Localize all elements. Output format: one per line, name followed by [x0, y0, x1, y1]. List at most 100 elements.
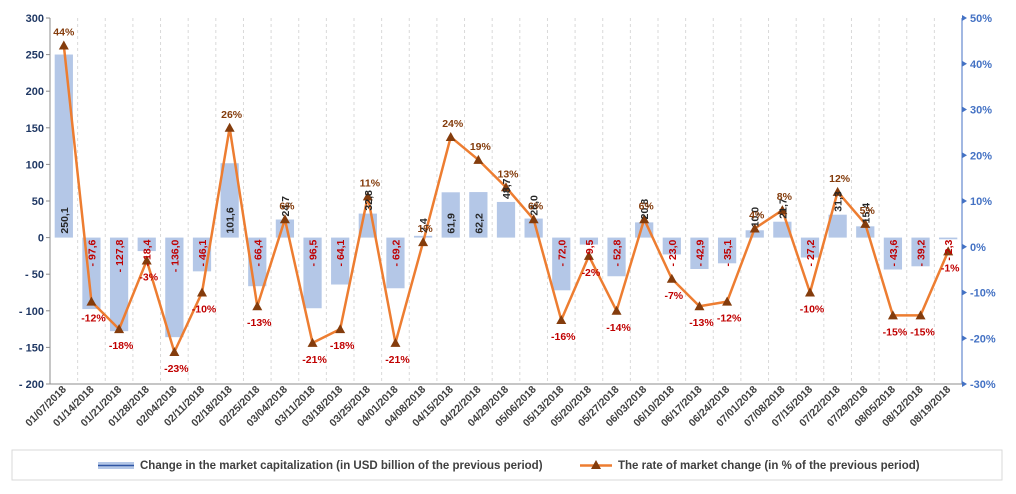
bar-value-label: 24,7: [280, 196, 292, 217]
legend-swatch-marker: [591, 460, 601, 469]
pct-value-label: -23%: [164, 363, 189, 375]
bar-value-label: 26,0: [529, 195, 541, 216]
y-right-tick-label: 50%: [970, 13, 992, 25]
bar-value-label: - 136,0: [169, 239, 181, 272]
line-marker: [418, 237, 429, 247]
y-right-tick-label: 20%: [970, 150, 992, 162]
y-left-tick-label: - 150: [19, 342, 44, 354]
bar-value-label: 101,6: [225, 207, 237, 233]
line-marker: [639, 214, 650, 224]
line-marker: [832, 186, 843, 196]
pct-value-label: 6%: [279, 200, 295, 212]
pct-value-label: -3%: [139, 271, 158, 283]
bar-value-label: - 72,0: [556, 239, 568, 266]
line-marker: [362, 191, 373, 201]
bar-value-label: - 66,4: [252, 239, 264, 266]
line-marker: [583, 250, 594, 260]
bar: [856, 226, 875, 238]
bar-value-label: - 127,8: [114, 239, 126, 272]
bar-value-label: 62,2: [473, 213, 485, 234]
line-marker: [887, 310, 898, 320]
pct-value-label: 26%: [221, 109, 243, 121]
pct-value-label: -13%: [689, 317, 714, 329]
bar: [220, 163, 239, 238]
bar: [331, 237, 350, 285]
y-right-tick-mark: [962, 106, 967, 113]
pct-value-label: 5%: [860, 205, 876, 217]
bar: [109, 237, 129, 332]
bar-value-label: - 46,1: [197, 239, 209, 266]
bar: [800, 237, 820, 258]
pct-value-label: -21%: [302, 354, 327, 366]
y-left-tick-label: 200: [26, 86, 44, 98]
bar-value-label: 48,7: [501, 178, 513, 199]
legend-label-bars: Change in the market capitalization (in …: [140, 460, 543, 472]
line-marker: [58, 40, 69, 50]
y-right-tick-mark: [962, 335, 967, 342]
bar: [745, 230, 764, 238]
y-right-tick-label: 10%: [970, 196, 992, 208]
legend-label-line: The rate of market change (in % of the p…: [618, 460, 920, 472]
line-marker: [141, 255, 152, 265]
line-marker: [279, 214, 290, 224]
bar: [883, 237, 903, 270]
bar-value-label: 31,3: [833, 191, 845, 212]
line-marker: [805, 287, 815, 297]
line-marker: [915, 310, 926, 320]
y-right-tick-mark: [962, 243, 967, 250]
bar-value-label: - 69,2: [390, 239, 402, 266]
y-left-tick-label: 100: [26, 159, 44, 171]
line-marker: [307, 337, 318, 347]
line-marker: [335, 324, 346, 334]
bar: [54, 54, 73, 238]
bar-value-label: - 64,1: [335, 239, 347, 266]
pct-value-label: 19%: [470, 141, 492, 153]
y-left-tick-label: 300: [26, 13, 44, 25]
line-series-group: [58, 40, 954, 356]
y-left-tick-label: - 200: [19, 379, 44, 391]
bar-value-label: - 23,0: [667, 239, 679, 266]
bar-value-label: - 97,6: [86, 239, 98, 266]
bar: [662, 237, 681, 255]
pct-value-label: -18%: [109, 340, 134, 352]
line-marker: [777, 205, 788, 215]
legend: Change in the market capitalization (in …: [11, 449, 1003, 481]
data-labels-group: 250,1 - 97,6 - 127,8 - 18,4 - 136,0 - 46,1 101…: [53, 26, 960, 375]
legend-box: [11, 449, 1003, 481]
bar-value-label: 20,8: [639, 199, 651, 220]
pct-value-label: -14%: [606, 322, 631, 334]
bar: [690, 237, 709, 270]
y-right-tick-label: 40%: [970, 59, 992, 71]
bar-value-label: 10,0: [750, 207, 762, 228]
pct-value-label: 6%: [528, 200, 544, 212]
pct-value-label: -15%: [910, 326, 935, 338]
line-marker: [252, 301, 263, 311]
pct-value-label: -2%: [582, 267, 601, 279]
y-left-tick-label: 50: [32, 196, 44, 208]
line-marker: [528, 214, 539, 224]
bar: [496, 201, 516, 238]
y-left-tick-label: - 50: [25, 269, 44, 281]
grid-lines: [77, 18, 935, 384]
bar-value-label: 32,8: [363, 190, 375, 211]
bar-value-label: - 43,6: [888, 239, 900, 266]
line-marker: [694, 301, 705, 311]
bar-value-label: - 52,8: [612, 239, 624, 266]
bar: [413, 235, 433, 238]
pct-value-label: -16%: [551, 331, 576, 343]
bar-value-label: - 27,2: [805, 239, 817, 266]
pct-value-label: 44%: [53, 26, 75, 38]
pct-value-label: -12%: [717, 313, 742, 325]
line-marker: [224, 122, 235, 132]
y-left-tick-label: 150: [26, 123, 44, 135]
bar-value-label: - 35,1: [722, 239, 734, 266]
line-marker: [666, 273, 677, 283]
y-right-tick-label: -30%: [970, 379, 996, 391]
pct-value-label: 4%: [749, 209, 765, 221]
pct-value-label: 24%: [442, 118, 464, 130]
pct-value-label: 1%: [417, 223, 433, 235]
line-marker: [611, 305, 622, 315]
line-marker: [114, 324, 125, 334]
line-marker: [722, 296, 733, 306]
